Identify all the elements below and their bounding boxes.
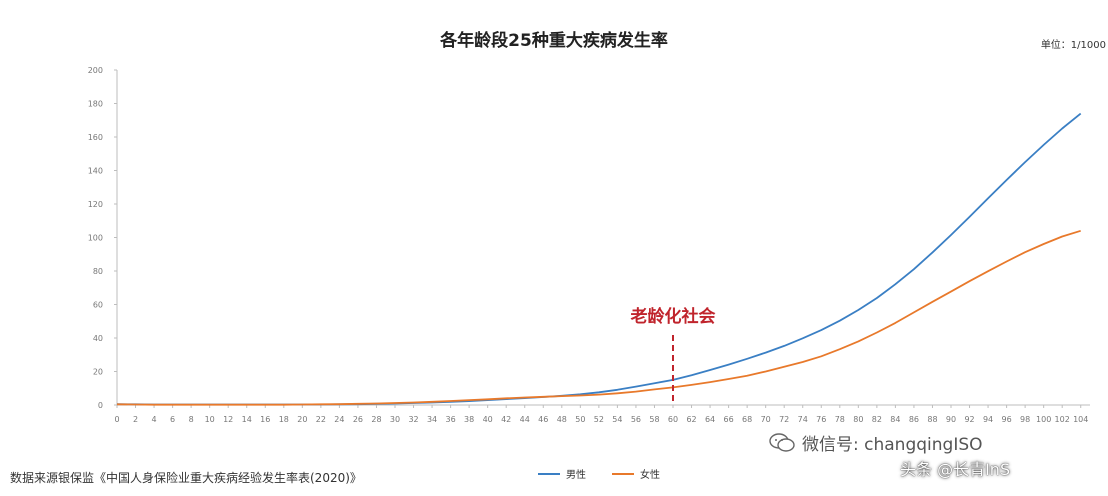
x-tick-label: 72 — [779, 415, 789, 424]
x-tick-label: 60 — [668, 415, 678, 424]
unit-note: 单位：1/1000 — [1040, 40, 1106, 51]
x-tick-label: 66 — [724, 415, 734, 424]
x-tick-label: 74 — [798, 415, 808, 424]
chart-title: 各年龄段25种重大疾病发生率 — [440, 31, 668, 51]
legend-swatch-male — [538, 472, 560, 475]
y-tick-label: 140 — [88, 167, 103, 176]
x-tick-label: 38 — [464, 415, 474, 424]
y-tick-label: 60 — [93, 301, 103, 310]
x-tick-label: 30 — [390, 415, 400, 424]
x-tick-label: 84 — [890, 415, 900, 424]
legend-swatch-female — [612, 472, 634, 475]
x-tick-label: 22 — [316, 415, 326, 424]
annotation-label: 老龄化社会 — [630, 306, 716, 327]
y-tick-label: 40 — [93, 334, 103, 343]
x-tick-label: 34 — [427, 415, 437, 424]
y-tick-label: 0 — [98, 401, 103, 410]
legend-label-female: 女性 — [640, 470, 660, 481]
x-tick-label: 10 — [205, 415, 215, 424]
x-tick-label: 0 — [114, 415, 119, 424]
x-tick-label: 54 — [612, 415, 622, 424]
x-tick-label: 64 — [705, 415, 715, 424]
x-tick-label: 48 — [557, 415, 567, 424]
x-tick-label: 86 — [909, 415, 919, 424]
series-line-female — [116, 229, 1081, 406]
x-tick-label: 92 — [964, 415, 974, 424]
x-tick-label: 104 — [1073, 415, 1088, 424]
y-tick-label: 20 — [93, 368, 103, 377]
x-tick-label: 80 — [853, 415, 863, 424]
x-tick-label: 76 — [816, 415, 826, 424]
wechat-icon — [769, 432, 795, 452]
data-source-note: 数据来源银保监《中国人身保险业重大疾病经验发生率表(2020)》 — [10, 471, 362, 485]
x-tick-label: 32 — [408, 415, 418, 424]
x-tick-label: 100 — [1036, 415, 1051, 424]
x-tick-label: 58 — [649, 415, 659, 424]
x-tick-label: 96 — [1002, 415, 1012, 424]
x-tick-label: 36 — [446, 415, 456, 424]
x-tick-label: 88 — [927, 415, 937, 424]
annotation-layer: 老龄化社会 — [630, 306, 716, 405]
x-tick-label: 46 — [538, 415, 548, 424]
x-tick-label: 78 — [835, 415, 845, 424]
wechat-watermark: 微信号: changqingISO — [768, 430, 983, 455]
y-tick-label: 80 — [93, 267, 103, 276]
x-tick-label: 82 — [872, 415, 882, 424]
series-line-male — [116, 112, 1082, 406]
x-tick-label: 20 — [297, 415, 307, 424]
x-tick-label: 102 — [1055, 415, 1070, 424]
x-tick-label: 52 — [594, 415, 604, 424]
legend: 男性 女性 — [538, 466, 660, 481]
series-layer — [116, 112, 1082, 406]
x-tick-label: 6 — [170, 415, 175, 424]
x-tick-label: 50 — [575, 415, 585, 424]
y-tick-label: 200 — [88, 66, 103, 75]
x-tick-label: 68 — [742, 415, 752, 424]
y-tick-label: 160 — [88, 133, 103, 142]
legend-item-female: 女性 — [612, 466, 660, 481]
x-tick-label: 90 — [946, 415, 956, 424]
x-tick-label: 98 — [1020, 415, 1030, 424]
x-tick-label: 28 — [371, 415, 381, 424]
x-tick-label: 14 — [242, 415, 252, 424]
legend-item-male: 男性 — [538, 466, 586, 481]
x-tick-label: 42 — [501, 415, 511, 424]
x-tick-label: 62 — [686, 415, 696, 424]
x-tick-label: 44 — [520, 415, 530, 424]
x-tick-label: 2 — [133, 415, 138, 424]
x-tick-label: 12 — [223, 415, 233, 424]
x-tick-label: 70 — [761, 415, 771, 424]
x-tick-label: 8 — [189, 415, 194, 424]
x-tick-label: 26 — [353, 415, 363, 424]
x-tick-label: 56 — [631, 415, 641, 424]
x-tick-label: 16 — [260, 415, 270, 424]
wechat-watermark-text: 微信号: changqingISO — [802, 435, 983, 455]
x-tick-label: 40 — [483, 415, 493, 424]
toutiao-watermark: 头条 @长青InS — [900, 460, 1011, 479]
x-tick-label: 18 — [279, 415, 289, 424]
x-tick-label: 24 — [334, 415, 344, 424]
x-tick-label: 94 — [983, 415, 993, 424]
y-tick-label: 100 — [88, 234, 103, 243]
x-tick-label: 4 — [152, 415, 157, 424]
y-tick-label: 120 — [88, 200, 103, 209]
y-tick-label: 180 — [88, 100, 103, 109]
legend-label-male: 男性 — [566, 470, 586, 481]
